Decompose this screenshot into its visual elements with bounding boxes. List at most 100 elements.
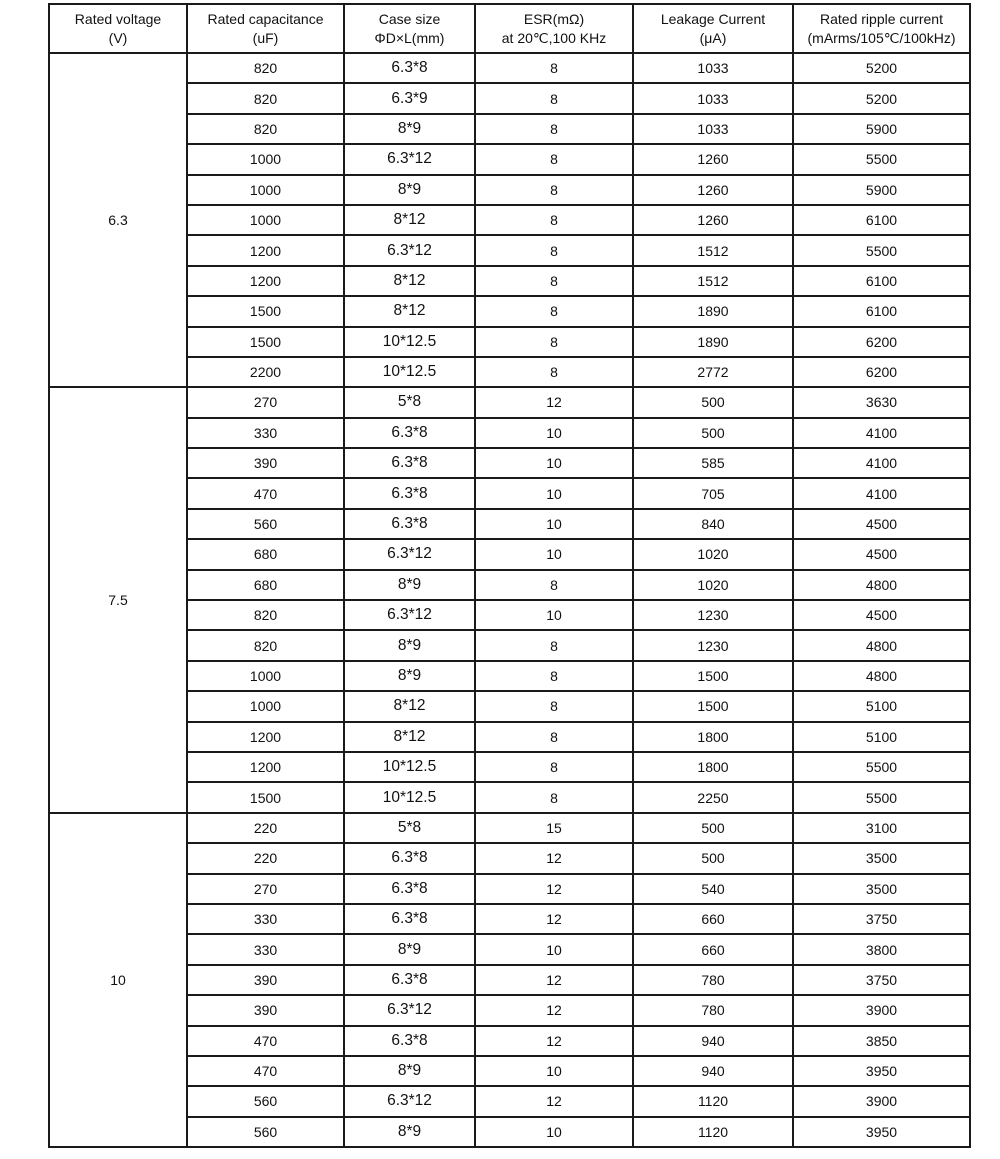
cell-esr: 10	[474, 1115, 634, 1149]
cell-rated-capacitance: 820	[186, 82, 345, 115]
table-row: 1000 8*9 8 1260 5900	[49, 173, 971, 206]
cell-esr: 12	[474, 1085, 634, 1118]
cell-leakage-current: 940	[632, 1024, 794, 1057]
cell-esr: 8	[474, 690, 634, 723]
cell-ripple-current: 5500	[792, 234, 971, 267]
cell-esr: 8	[474, 51, 634, 85]
cell-ripple-current: 4800	[792, 659, 971, 693]
header-esr: ESR(mΩ) at 20℃,100 KHz	[474, 3, 634, 54]
cell-ripple-current: 6100	[792, 203, 971, 237]
cell-ripple-current: 3100	[792, 811, 971, 845]
cell-case-size: 6.3*8	[343, 447, 476, 480]
cell-rated-capacitance: 1500	[186, 781, 345, 814]
header-line: Rated capacitance	[207, 10, 324, 27]
cell-case-size: 6.3*12	[343, 1085, 476, 1118]
cell-case-size: 6.3*12	[343, 143, 476, 176]
cell-case-size: 6.3*12	[343, 234, 476, 267]
cell-case-size: 6.3*8	[343, 872, 476, 905]
cell-leakage-current: 940	[632, 1054, 794, 1088]
table-row: 7.5 270 5*8 12 500 3630	[48, 386, 971, 814]
cell-rated-capacitance: 560	[186, 1085, 345, 1118]
header-case-size: Case size ΦD×L(mm)	[343, 3, 476, 54]
cell-leakage-current: 1512	[632, 234, 794, 267]
header-line: (μA)	[699, 29, 727, 46]
cell-leakage-current: 1120	[632, 1115, 794, 1149]
cell-case-size: 6.3*12	[343, 538, 476, 571]
cell-rated-capacitance: 330	[186, 933, 345, 966]
table-row: 390 6.3*12 12 780 3900	[49, 994, 971, 1027]
cell-rated-capacitance: 270	[186, 872, 345, 905]
cell-case-size: 6.3*8	[343, 477, 476, 510]
cell-leakage-current: 1033	[632, 112, 794, 146]
table-row: 560 8*9 10 1120 3950	[49, 1115, 971, 1149]
cell-ripple-current: 5500	[792, 781, 971, 814]
table-row: 1000 8*9 8 1500 4800	[49, 659, 971, 693]
cell-ripple-current: 5900	[792, 173, 971, 206]
cell-rated-capacitance: 820	[186, 112, 345, 146]
cell-rated-capacitance: 560	[186, 507, 345, 541]
capacitor-spec-table: Rated voltage (V) Rated capacitance (uF) Cas…	[48, 3, 971, 1149]
table-row: 820 8*9 8 1033 5900	[49, 112, 971, 146]
cell-case-size: 8*9	[343, 112, 476, 146]
cell-leakage-current: 1890	[632, 325, 794, 358]
cell-case-size: 6.3*8	[343, 51, 476, 85]
cell-leakage-current: 705	[632, 477, 794, 510]
table-row: 330 6.3*8 12 660 3750	[49, 902, 971, 936]
cell-case-size: 8*12	[343, 690, 476, 723]
cell-esr: 8	[474, 325, 634, 358]
cell-leakage-current: 500	[632, 842, 794, 875]
cell-rated-capacitance: 1000	[186, 690, 345, 723]
cell-ripple-current: 4800	[792, 568, 971, 602]
cell-leakage-current: 1230	[632, 599, 794, 632]
cell-esr: 8	[474, 234, 634, 267]
table-row: 1200 8*12 8 1512 6100	[49, 264, 971, 298]
cell-ripple-current: 6100	[792, 295, 971, 328]
header-line: Rated voltage	[74, 10, 162, 27]
cell-case-size: 5*8	[343, 811, 476, 845]
cell-esr: 8	[474, 750, 634, 784]
table-row: 680 8*9 8 1020 4800	[49, 568, 971, 602]
cell-esr: 10	[474, 477, 634, 510]
cell-esr: 12	[474, 386, 634, 419]
table-row: 680 6.3*12 10 1020 4500	[49, 538, 971, 571]
header-line: Rated ripple current	[820, 10, 943, 27]
cell-rated-capacitance: 390	[186, 963, 345, 997]
cell-esr: 8	[474, 112, 634, 146]
cell-leakage-current: 840	[632, 507, 794, 541]
header-ripple-current: Rated ripple current (mArms/105℃/100kHz)	[792, 3, 971, 54]
cell-leakage-current: 585	[632, 447, 794, 480]
header-line: (uF)	[252, 29, 279, 46]
table-row: 1500 10*12.5 8 1890 6200	[49, 325, 971, 358]
header-rated-voltage: Rated voltage (V)	[48, 3, 188, 54]
header-line: at 20℃,100 KHz	[501, 29, 607, 46]
cell-leakage-current: 780	[632, 994, 794, 1027]
cell-rated-capacitance: 820	[186, 599, 345, 632]
cell-case-size: 6.3*12	[343, 599, 476, 632]
cell-case-size: 8*9	[343, 568, 476, 602]
cell-ripple-current: 4500	[792, 538, 971, 571]
table-row: 820 8*9 8 1230 4800	[49, 629, 971, 662]
table-row: 2200 10*12.5 8 2772 6200	[49, 355, 971, 389]
table-row: 330 6.3*8 10 500 4100	[49, 416, 971, 450]
cell-ripple-current: 3750	[792, 963, 971, 997]
table-row: 1500 10*12.5 8 2250 5500	[49, 781, 971, 814]
header-line: Leakage Current	[660, 10, 766, 27]
cell-leakage-current: 1800	[632, 750, 794, 784]
cell-case-size: 10*12.5	[343, 355, 476, 389]
cell-ripple-current: 6200	[792, 325, 971, 358]
cell-ripple-current: 3500	[792, 842, 971, 875]
table-row: 1000 8*12 8 1260 6100	[49, 203, 971, 237]
cell-leakage-current: 1020	[632, 568, 794, 602]
table-row: 1000 6.3*12 8 1260 5500	[49, 143, 971, 176]
cell-esr: 12	[474, 963, 634, 997]
cell-case-size: 8*9	[343, 173, 476, 206]
cell-leakage-current: 1033	[632, 82, 794, 115]
cell-esr: 12	[474, 1024, 634, 1057]
cell-rated-voltage: 7.5	[48, 386, 188, 814]
table-row: 220 6.3*8 12 500 3500	[49, 842, 971, 875]
cell-case-size: 6.3*12	[343, 994, 476, 1027]
cell-rated-capacitance: 390	[186, 447, 345, 480]
cell-leakage-current: 1500	[632, 690, 794, 723]
cell-leakage-current: 1020	[632, 538, 794, 571]
cell-case-size: 6.3*8	[343, 842, 476, 875]
